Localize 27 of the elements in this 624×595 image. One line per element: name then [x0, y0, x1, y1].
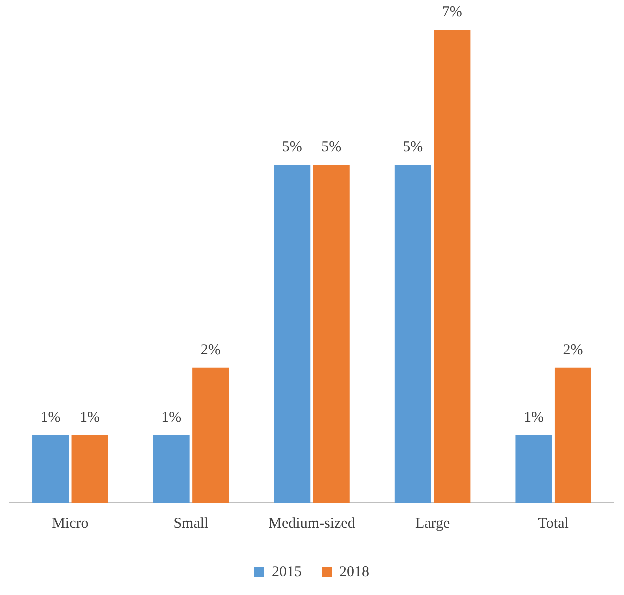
data-label: 1%	[162, 410, 182, 426]
bar	[192, 368, 230, 503]
bar	[394, 165, 432, 503]
bar	[434, 30, 471, 503]
legend-label: 2018	[340, 564, 370, 580]
bar	[32, 435, 70, 503]
data-label: 5%	[403, 140, 424, 156]
x-tick-label: Large	[415, 516, 450, 532]
legend-label: 2015	[272, 564, 302, 580]
bar	[516, 435, 552, 503]
data-label: 2%	[200, 342, 221, 358]
data-label: 1%	[40, 410, 61, 426]
data-label: 1%	[524, 410, 544, 426]
x-tick-label: Medium-sized	[268, 516, 356, 532]
data-label: 7%	[442, 4, 462, 20]
x-tick-label: Micro	[52, 516, 89, 532]
bar	[153, 435, 190, 503]
bar	[313, 165, 350, 503]
bar	[554, 368, 592, 503]
x-tick-label: Total	[538, 516, 569, 532]
data-label: 2%	[563, 342, 584, 358]
bar	[274, 165, 311, 503]
data-label: 5%	[322, 140, 342, 156]
x-tick-label: Small	[174, 516, 209, 532]
data-label: 1%	[80, 410, 100, 426]
bar	[72, 435, 108, 503]
data-label: 5%	[282, 140, 302, 156]
